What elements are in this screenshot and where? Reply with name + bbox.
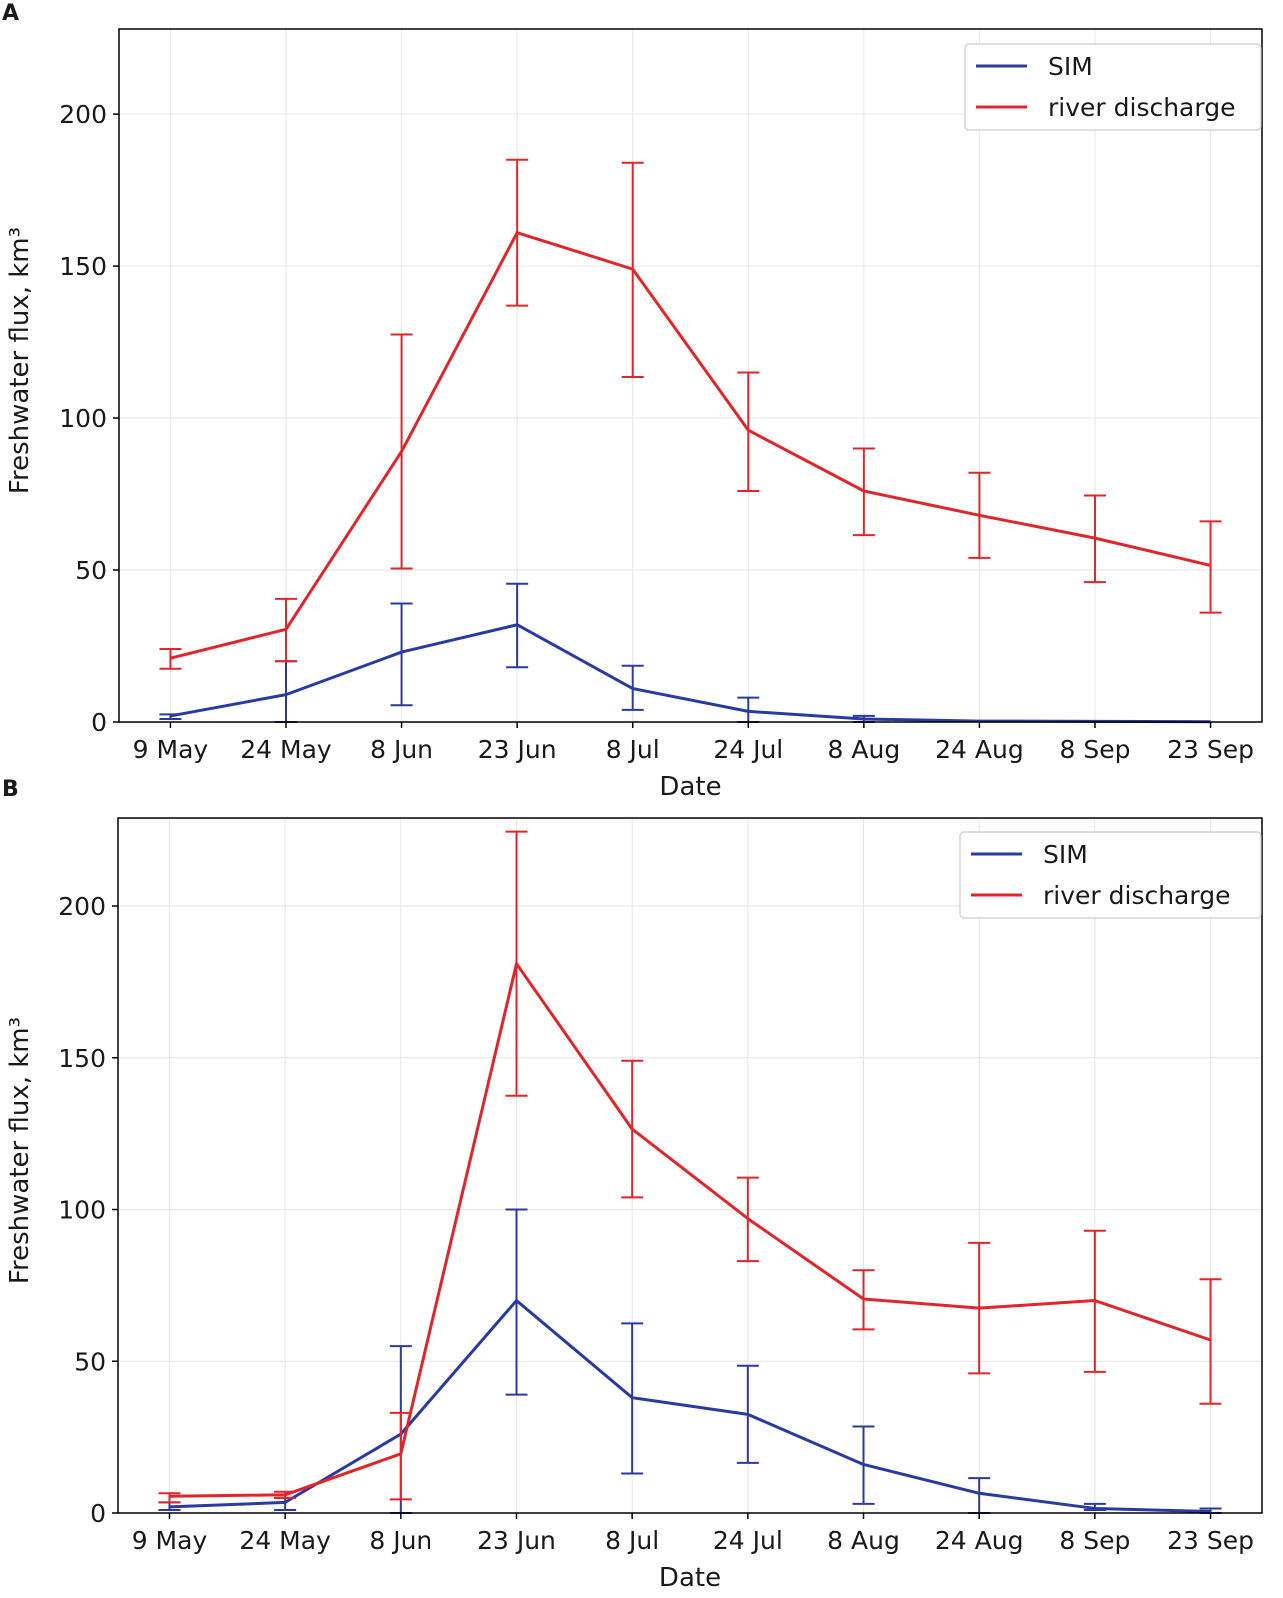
panel-a-sim-errorbar <box>621 664 644 711</box>
panel-a-x-tick-label: 8 Aug <box>828 735 901 764</box>
panel-a-sim-errorbar <box>506 582 529 669</box>
panel-a-legend-box <box>964 43 1262 131</box>
panel-a-x-tick-label: 23 Jun <box>478 735 557 764</box>
panel-a-legend-river-discharge-label: river discharge <box>1048 93 1235 122</box>
panel-a-river-discharge-errorbar <box>968 471 991 559</box>
panel-a-river-discharge-errorbar <box>390 333 413 570</box>
panel-b-grid <box>118 818 1262 1514</box>
panel-a: A 9 May 24 May 8 Jun 23 Jun 8 Jul 24 Jul 8 Aug… <box>2 1 1263 802</box>
panel-b-river-discharge-errorbar <box>274 1490 297 1499</box>
panel-b-x-tick-label: 24 Aug <box>935 1526 1024 1555</box>
panel-b-y-tick-label: 150 <box>58 1044 106 1073</box>
panel-b-x-tick-label: 8 Jun <box>369 1526 432 1555</box>
panel-b-x-tick-label: 23 Sep <box>1167 1526 1254 1555</box>
panel-b-river-discharge-errorbar <box>621 1059 644 1199</box>
panel-a-y-axis-label: Freshwater flux, km³ <box>5 227 35 494</box>
panel-b-legend-sim-label: SIM <box>1043 840 1088 869</box>
panel-b-ticks: 9 May 24 May 8 Jun 23 Jun 8 Jul 24 Jul 8 Aug 24… <box>58 817 1263 1555</box>
panel-a-legend: SIM river discharge <box>964 43 1262 131</box>
panel-a-x-tick-label: 8 Jul <box>606 735 660 764</box>
panel-b-series <box>158 830 1222 1514</box>
panel-b-legend-box <box>959 831 1262 919</box>
panel-b-x-tick-label: 23 Jun <box>477 1526 556 1555</box>
panel-b-sim-errorbar <box>736 1364 759 1464</box>
panel-a-ticks: 9 May 24 May 8 Jun 23 Jun 8 Jul 24 Jul 8 Aug 24… <box>59 28 1263 764</box>
panel-a-river-discharge-errorbar <box>159 648 182 670</box>
panel-a-river-discharge-errorbar <box>1199 520 1222 614</box>
panel-a-y-tick-label: 200 <box>59 100 107 129</box>
panel-a-x-tick-label: 9 May <box>133 735 209 764</box>
panel-b-x-tick-label: 8 Aug <box>827 1526 900 1555</box>
panel-a-x-tick-label: 8 Jun <box>370 735 433 764</box>
panel-a-x-tick-label: 8 Sep <box>1060 735 1131 764</box>
panel-b-river-discharge-errorbar <box>1083 1229 1106 1373</box>
panel-b-legend: SIM river discharge <box>959 831 1262 919</box>
panel-b-legend-river-discharge-label: river discharge <box>1043 881 1230 910</box>
panel-a-y-tick-label: 0 <box>91 708 107 737</box>
panel-b-x-tick-label: 8 Sep <box>1059 1526 1130 1555</box>
panel-b-river-discharge-errorbar <box>505 830 528 1097</box>
panel-b-river-discharge-errorbar <box>736 1176 759 1263</box>
panel-a-y-tick-label: 100 <box>59 404 107 433</box>
panel-b-x-tick-label: 24 Jul <box>713 1526 783 1555</box>
panel-b-river-discharge-line <box>169 962 1212 1498</box>
panel-a-y-tick-label: 50 <box>75 556 107 585</box>
panel-a-series <box>159 158 1222 724</box>
panel-a-river-discharge-line <box>170 231 1211 660</box>
panel-b-label: B <box>2 777 19 802</box>
panel-b-x-axis-label: Date <box>659 1563 721 1593</box>
panel-b-sim-errorbar <box>1083 1502 1106 1511</box>
panel-a-x-tick-label: 24 Jul <box>713 735 783 764</box>
panel-b-sim-line <box>169 1299 1211 1513</box>
panel-a-sim-errorbar <box>159 713 182 720</box>
panel-a-label: A <box>2 1 19 26</box>
panel-b-sim-errorbar <box>505 1208 528 1396</box>
panel-a-legend-sim-label: SIM <box>1048 52 1093 81</box>
panel-a-river-discharge-errorbar <box>275 597 298 663</box>
panel-b-river-discharge-errorbar <box>968 1241 991 1375</box>
panel-b-y-tick-label: 100 <box>58 1196 106 1225</box>
panel-b-sim-errorbar <box>852 1425 875 1505</box>
panel-b-x-tick-label: 24 May <box>239 1526 331 1555</box>
panel-b-plot-frame <box>117 817 1263 1514</box>
panel-b-river-discharge-errorbar <box>158 1492 181 1504</box>
panel-b-river-discharge-errorbar <box>852 1269 875 1331</box>
panel-a-x-tick-label: 24 May <box>240 735 332 764</box>
panel-b-x-tick-label: 8 Jul <box>605 1526 659 1555</box>
panel-a-grid <box>119 29 1262 723</box>
panel-b: B 9 May 24 May 8 Jun 23 Jun 8 Jul 24 Jul 8 Aug… <box>2 777 1263 1593</box>
panel-b-river-discharge-errorbar <box>1199 1278 1222 1405</box>
panel-a-river-discharge-errorbar <box>506 158 529 307</box>
panel-a-x-tick-label: 24 Aug <box>935 735 1024 764</box>
panel-a-river-discharge-errorbar <box>737 371 760 492</box>
panel-a-river-discharge-errorbar <box>852 447 875 537</box>
panel-b-y-tick-label: 0 <box>90 1499 106 1528</box>
panel-a-river-discharge-errorbar <box>1083 494 1106 584</box>
panel-a-plot-frame <box>118 28 1263 723</box>
panel-a-y-tick-label: 150 <box>59 252 107 281</box>
panel-a-sim-errorbar <box>390 602 413 707</box>
panel-a-river-discharge-errorbar <box>621 161 644 379</box>
panel-b-sim-errorbar <box>621 1322 644 1475</box>
panel-b-river-discharge-errorbar <box>389 1411 412 1501</box>
panel-b-y-tick-label: 200 <box>58 892 106 921</box>
panel-a-x-tick-label: 23 Sep <box>1167 735 1254 764</box>
panel-b-y-tick-label: 50 <box>74 1347 106 1376</box>
panel-b-y-axis-label: Freshwater flux, km³ <box>5 1017 35 1284</box>
panel-a-x-axis-label: Date <box>659 772 721 802</box>
panel-b-x-tick-label: 9 May <box>132 1526 208 1555</box>
panel-a-sim-line <box>170 623 1211 724</box>
